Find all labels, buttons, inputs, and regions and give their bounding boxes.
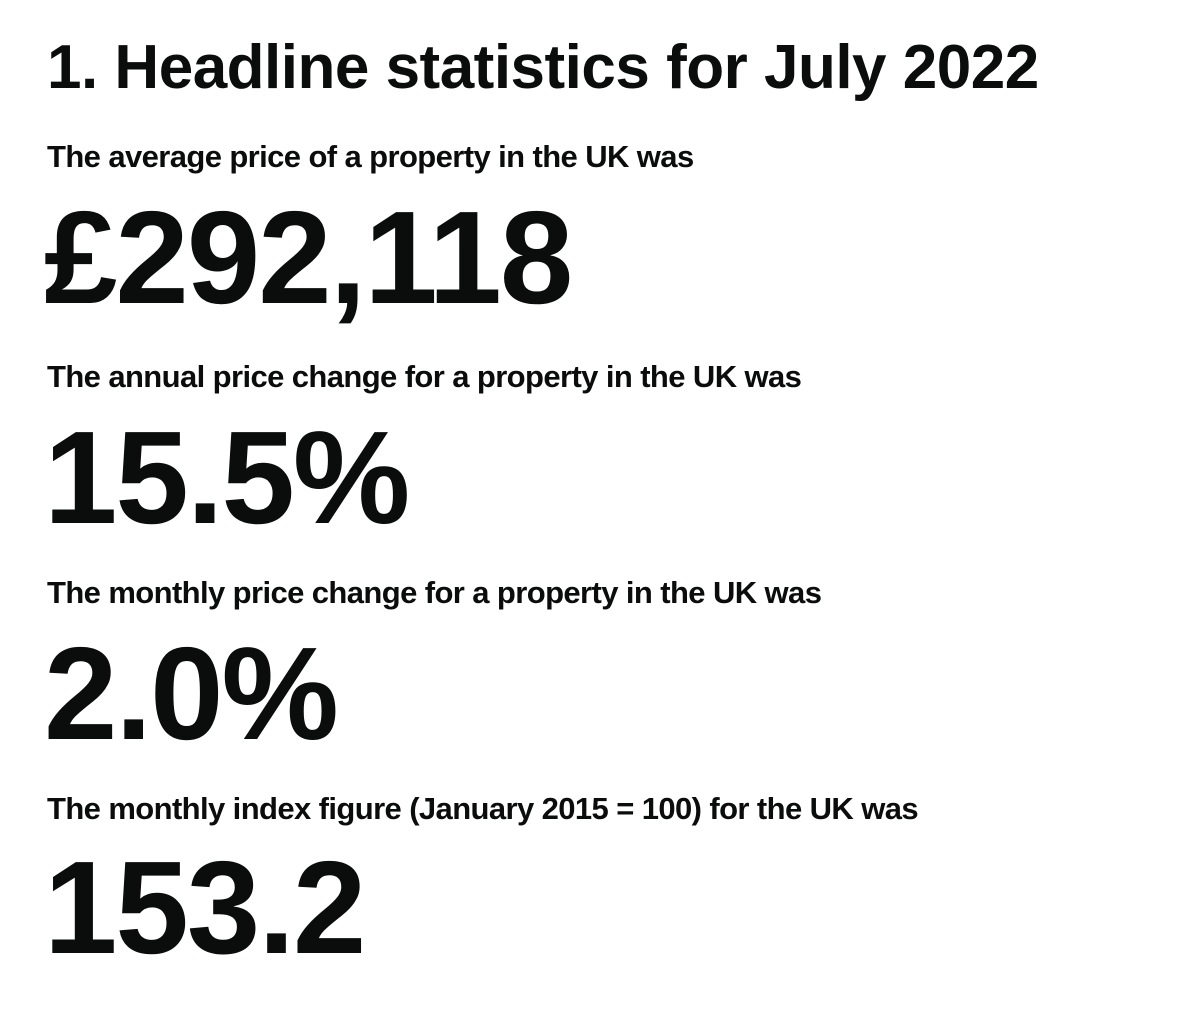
monthly-change-label: The monthly price change for a property … [47, 575, 822, 610]
monthly-change-value: 2.0% [44, 620, 339, 767]
section-heading: 1. Headline statistics for July 2022 [47, 33, 1039, 102]
annual-change-label: The annual price change for a property i… [47, 359, 802, 394]
average-price-label: The average price of a property in the U… [47, 139, 694, 174]
annual-change-value: 15.5% [44, 404, 410, 551]
index-figure-label: The monthly index figure (January 2015 =… [47, 791, 919, 826]
average-price-value: £292,118 [44, 184, 573, 331]
index-figure-value: 153.2 [44, 834, 366, 981]
